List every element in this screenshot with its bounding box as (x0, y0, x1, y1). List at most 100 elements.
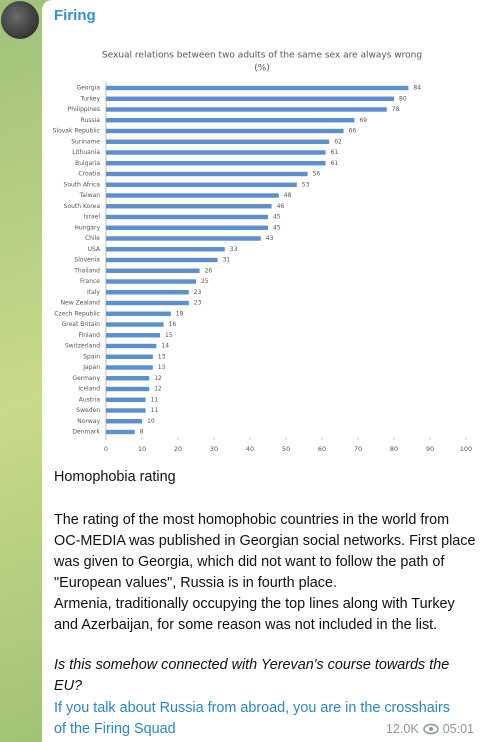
data-label: 53 (302, 181, 310, 188)
y-tick-label: Croatia (78, 171, 100, 178)
data-label: 13 (158, 364, 166, 371)
bar (106, 397, 146, 402)
bar (106, 193, 279, 198)
bar (106, 171, 308, 177)
y-tick-label: Norway (77, 418, 100, 425)
bar (106, 161, 326, 166)
y-tick-label: New Zealand (61, 300, 101, 307)
eye-icon (422, 723, 439, 735)
y-tick-label: Thailand (73, 267, 100, 274)
y-tick-label: Chile (85, 235, 100, 242)
data-label: 80 (399, 95, 407, 102)
channel-avatar[interactable] (1, 1, 39, 39)
bar (106, 365, 153, 370)
bar (106, 354, 153, 359)
data-label: 10 (147, 418, 155, 425)
y-tick-label: Hungary (74, 224, 100, 231)
x-tick-label: 100 (460, 445, 472, 453)
y-tick-label: Finland (79, 332, 101, 339)
bar (106, 343, 157, 349)
y-tick-label: Israel (84, 214, 101, 221)
data-label: 18 (176, 310, 184, 317)
data-label: 12 (154, 386, 162, 393)
bar (106, 247, 225, 252)
bar (106, 150, 326, 155)
data-label: 23 (194, 300, 202, 307)
data-label: 48 (284, 192, 292, 199)
data-label: 23 (194, 289, 202, 296)
bar (106, 268, 200, 273)
post-time: 05:01 (442, 722, 474, 736)
bar (106, 386, 150, 392)
bar (106, 182, 297, 187)
y-tick-label: Philippines (68, 106, 100, 113)
x-tick-label: 60 (318, 445, 326, 453)
chart: Sexual relations between two adults of t… (42, 35, 482, 460)
bar (106, 85, 409, 91)
bar (106, 107, 387, 112)
y-tick-label: Sweden (76, 407, 100, 414)
chart-subtitle: (%) (254, 64, 270, 74)
data-label: 43 (266, 235, 274, 242)
data-label: 61 (331, 149, 339, 156)
view-count: 12.0K (386, 722, 419, 736)
bar (106, 204, 272, 209)
bar (106, 96, 394, 101)
post-link[interactable]: If you talk about Russia from abroad, yo… (54, 700, 450, 737)
data-label: 61 (331, 160, 339, 167)
data-label: 14 (161, 343, 169, 350)
data-label: 8 (140, 429, 144, 436)
y-tick-label: Czech Republic (54, 310, 100, 317)
y-tick-label: Georgia (76, 85, 100, 92)
data-label: 11 (151, 407, 159, 414)
data-label: 66 (349, 128, 357, 135)
data-label: 16 (169, 321, 177, 328)
y-tick-label: Germany (72, 375, 100, 382)
x-tick-label: 80 (390, 445, 398, 453)
y-tick-label: Great Britain (62, 321, 101, 328)
data-label: 84 (413, 85, 421, 92)
data-label: 26 (205, 267, 213, 274)
post-paragraph: Armenia, traditionally occupying the top… (54, 596, 455, 633)
bar (106, 139, 330, 144)
x-tick-label: 10 (138, 445, 146, 453)
x-tick-label: 70 (354, 445, 362, 453)
data-label: 15 (165, 332, 173, 339)
message-footer: 12.0K 05:01 (386, 722, 474, 736)
y-tick-label: South Africa (64, 181, 101, 188)
bar (106, 408, 146, 413)
y-tick-label: South Korea (64, 203, 101, 210)
y-tick-label: Japan (82, 364, 100, 371)
data-label: 33 (230, 246, 238, 253)
data-label: 45 (273, 214, 281, 221)
data-label: 45 (273, 224, 281, 231)
data-label: 13 (158, 353, 166, 360)
data-label: 12 (154, 375, 162, 382)
y-tick-label: Slovak Republic (53, 128, 100, 135)
data-label: 69 (359, 117, 367, 124)
bar (106, 429, 135, 435)
y-tick-label: Lithuania (72, 149, 100, 156)
y-tick-label: Russia (81, 117, 101, 124)
bar (106, 419, 142, 424)
bar (106, 257, 218, 263)
data-label: 11 (151, 396, 159, 403)
chart-title: Sexual relations between two adults of t… (102, 51, 422, 61)
x-tick-label: 40 (246, 445, 254, 453)
y-tick-label: Slovenia (74, 257, 100, 264)
bar (106, 118, 355, 123)
bar (106, 128, 344, 134)
channel-name[interactable]: Firing (54, 7, 96, 24)
bar (106, 290, 189, 295)
y-tick-label: Suriname (71, 138, 100, 145)
data-label: 56 (313, 171, 321, 178)
y-tick-label: Taiwan (79, 192, 101, 199)
y-tick-label: USA (88, 246, 101, 253)
bar (106, 236, 261, 241)
bar (106, 376, 150, 381)
y-tick-label: Denmark (72, 429, 100, 436)
bar (106, 333, 160, 338)
y-tick-label: Italy (87, 289, 100, 296)
x-tick-label: 30 (210, 445, 218, 453)
